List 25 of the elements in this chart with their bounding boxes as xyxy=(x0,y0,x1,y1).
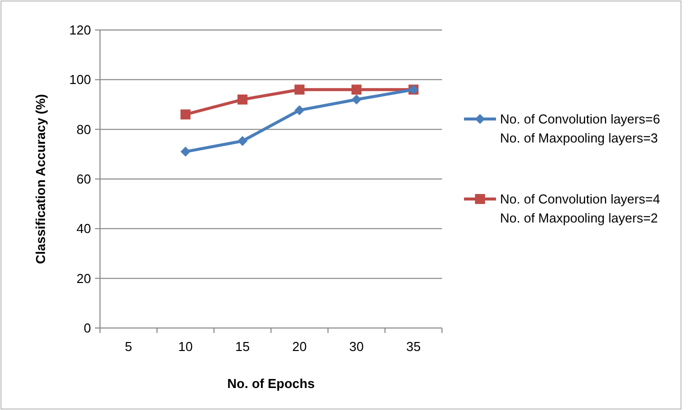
x-tick-label: 10 xyxy=(178,339,193,354)
point xyxy=(352,94,362,105)
x-tick-label: 15 xyxy=(235,339,250,354)
point xyxy=(180,146,190,157)
point xyxy=(180,109,190,120)
x-tick-label: 35 xyxy=(406,339,421,354)
point xyxy=(294,84,304,95)
y-tick-label: 20 xyxy=(76,270,91,286)
y-tick-label: 40 xyxy=(76,221,91,236)
y-tick-label: 120 xyxy=(69,22,91,38)
point xyxy=(294,105,304,116)
legend-label: No. of Convolution layers=4 No. of Maxpooling layers=2 xyxy=(500,192,660,226)
point xyxy=(238,94,248,105)
x-axis-title: No. of Epochs xyxy=(227,376,315,391)
y-tick-label: 80 xyxy=(76,122,91,137)
point xyxy=(238,136,248,146)
y-tick-label: 0 xyxy=(84,320,91,336)
x-tick-label: 20 xyxy=(292,339,307,354)
x-tick-label: 30 xyxy=(349,339,364,354)
legend-label: No. of Convolution layers=6 No. of Maxpooling layers=3 xyxy=(500,112,660,146)
x-tick-label: 5 xyxy=(124,339,132,354)
y-tick-label: 60 xyxy=(76,172,91,187)
y-tick-label: 100 xyxy=(69,72,91,88)
y-axis-title: Classification Accuracy (%) xyxy=(33,94,48,264)
point xyxy=(352,84,362,95)
